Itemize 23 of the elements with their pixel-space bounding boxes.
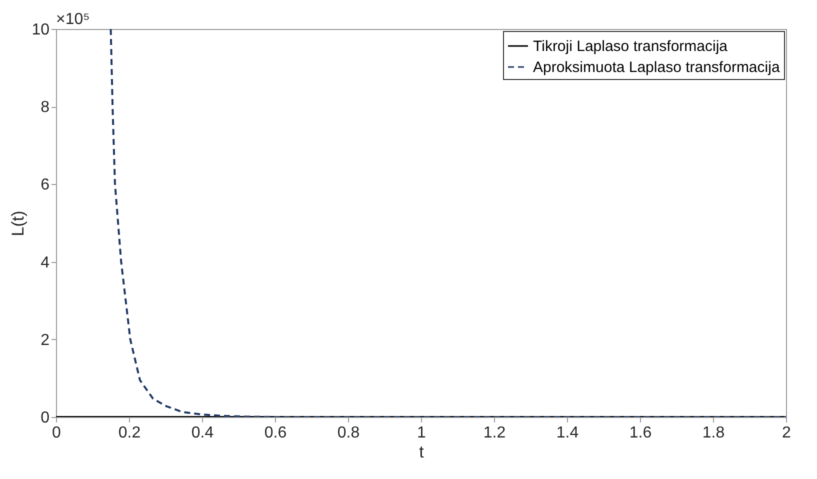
- x-axis-title: t: [419, 442, 424, 462]
- legend-label: Aproksimuota Laplaso transformacija: [533, 59, 780, 76]
- y-tick-label: 2: [40, 332, 50, 349]
- y-axis-title: L(t): [8, 210, 28, 236]
- legend-label: Tikroji Laplaso transformacija: [533, 38, 728, 55]
- x-tick-label: 1.6: [629, 424, 652, 442]
- x-tick-label: 2: [782, 424, 792, 442]
- y-tick-label: 6: [40, 176, 50, 194]
- x-tick-label: 1.8: [702, 424, 725, 442]
- y-tick-label: 10: [32, 22, 50, 38]
- x-tick-label: 1.2: [483, 424, 506, 442]
- x-tick-label: 0: [52, 424, 62, 442]
- text: ×10⁵: [56, 11, 90, 28]
- y-tick-label: 0: [40, 410, 50, 426]
- x-tick-label: 1.4: [556, 424, 579, 442]
- x-tick-label: 0.6: [264, 424, 287, 442]
- line-series: [110, 29, 786, 417]
- x-tick-label: 0.2: [118, 424, 141, 442]
- y-tick-label: 4: [40, 254, 50, 272]
- y-tick-label: 8: [40, 99, 50, 116]
- x-tick-label: 0.4: [191, 424, 214, 442]
- x-tick-label: 1: [417, 424, 426, 442]
- x-tick-label: 0.8: [337, 424, 360, 442]
